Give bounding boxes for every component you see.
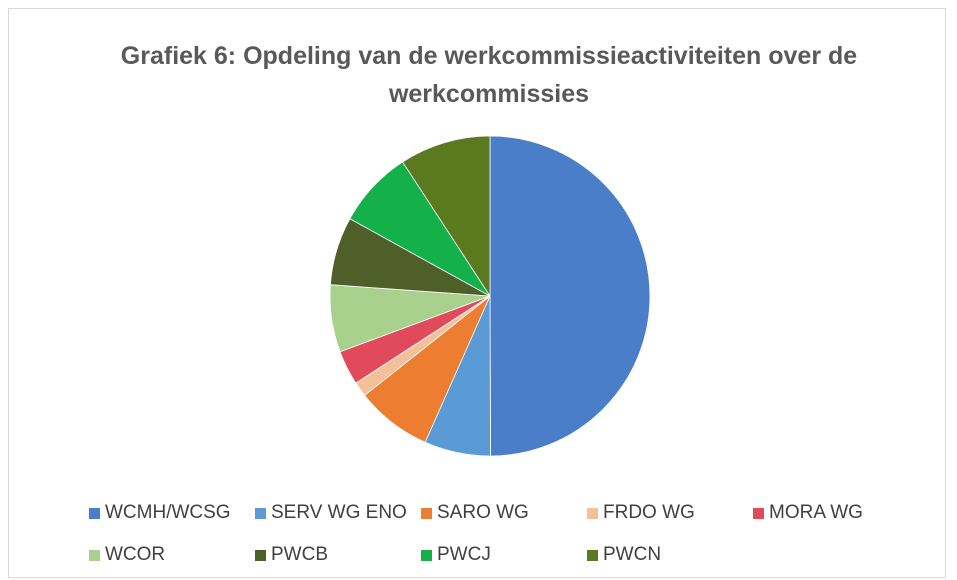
legend-swatch [421, 549, 432, 561]
legend-swatch [753, 507, 764, 519]
legend-swatch [587, 549, 598, 561]
legend-swatch [89, 507, 100, 519]
legend-label: PWCJ [437, 544, 491, 565]
legend-swatch [421, 507, 432, 519]
legend-item: PWCB [255, 543, 421, 567]
legend-item: PWCN [587, 543, 753, 567]
legend-item: PWCJ [421, 543, 587, 567]
legend-label: FRDO WG [603, 502, 695, 523]
legend-swatch [255, 549, 266, 561]
legend-item: SERV WG ENO [255, 501, 421, 525]
legend-swatch [587, 507, 598, 519]
pie-area [329, 135, 651, 457]
legend-item: SARO WG [421, 501, 587, 525]
legend-label: SERV WG ENO [271, 502, 407, 523]
pie-slice [489, 135, 651, 457]
legend-label: SARO WG [437, 502, 529, 523]
chart: Grafiek 6: Opdeling van de werkcommissie… [8, 8, 946, 578]
legend-item: WCMH/WCSG [89, 501, 255, 525]
legend-swatch [89, 549, 100, 561]
legend-item: FRDO WG [587, 501, 753, 525]
legend-swatch [255, 507, 266, 519]
legend-item: WCOR [89, 543, 255, 567]
legend-label: PWCB [271, 544, 328, 565]
legend-label: MORA WG [769, 502, 863, 523]
legend: WCMH/WCSG SERV WG ENO SARO WG FRDO WG MORA W… [89, 501, 919, 567]
pie-slice [402, 135, 491, 298]
legend-item: MORA WG [753, 501, 919, 525]
chart-title: Grafiek 6: Opdeling van de werkcommissie… [120, 42, 858, 108]
legend-label: PWCN [603, 544, 662, 565]
legend-label: WCMH/WCSG [105, 502, 231, 523]
legend-label: WCOR [105, 544, 166, 565]
